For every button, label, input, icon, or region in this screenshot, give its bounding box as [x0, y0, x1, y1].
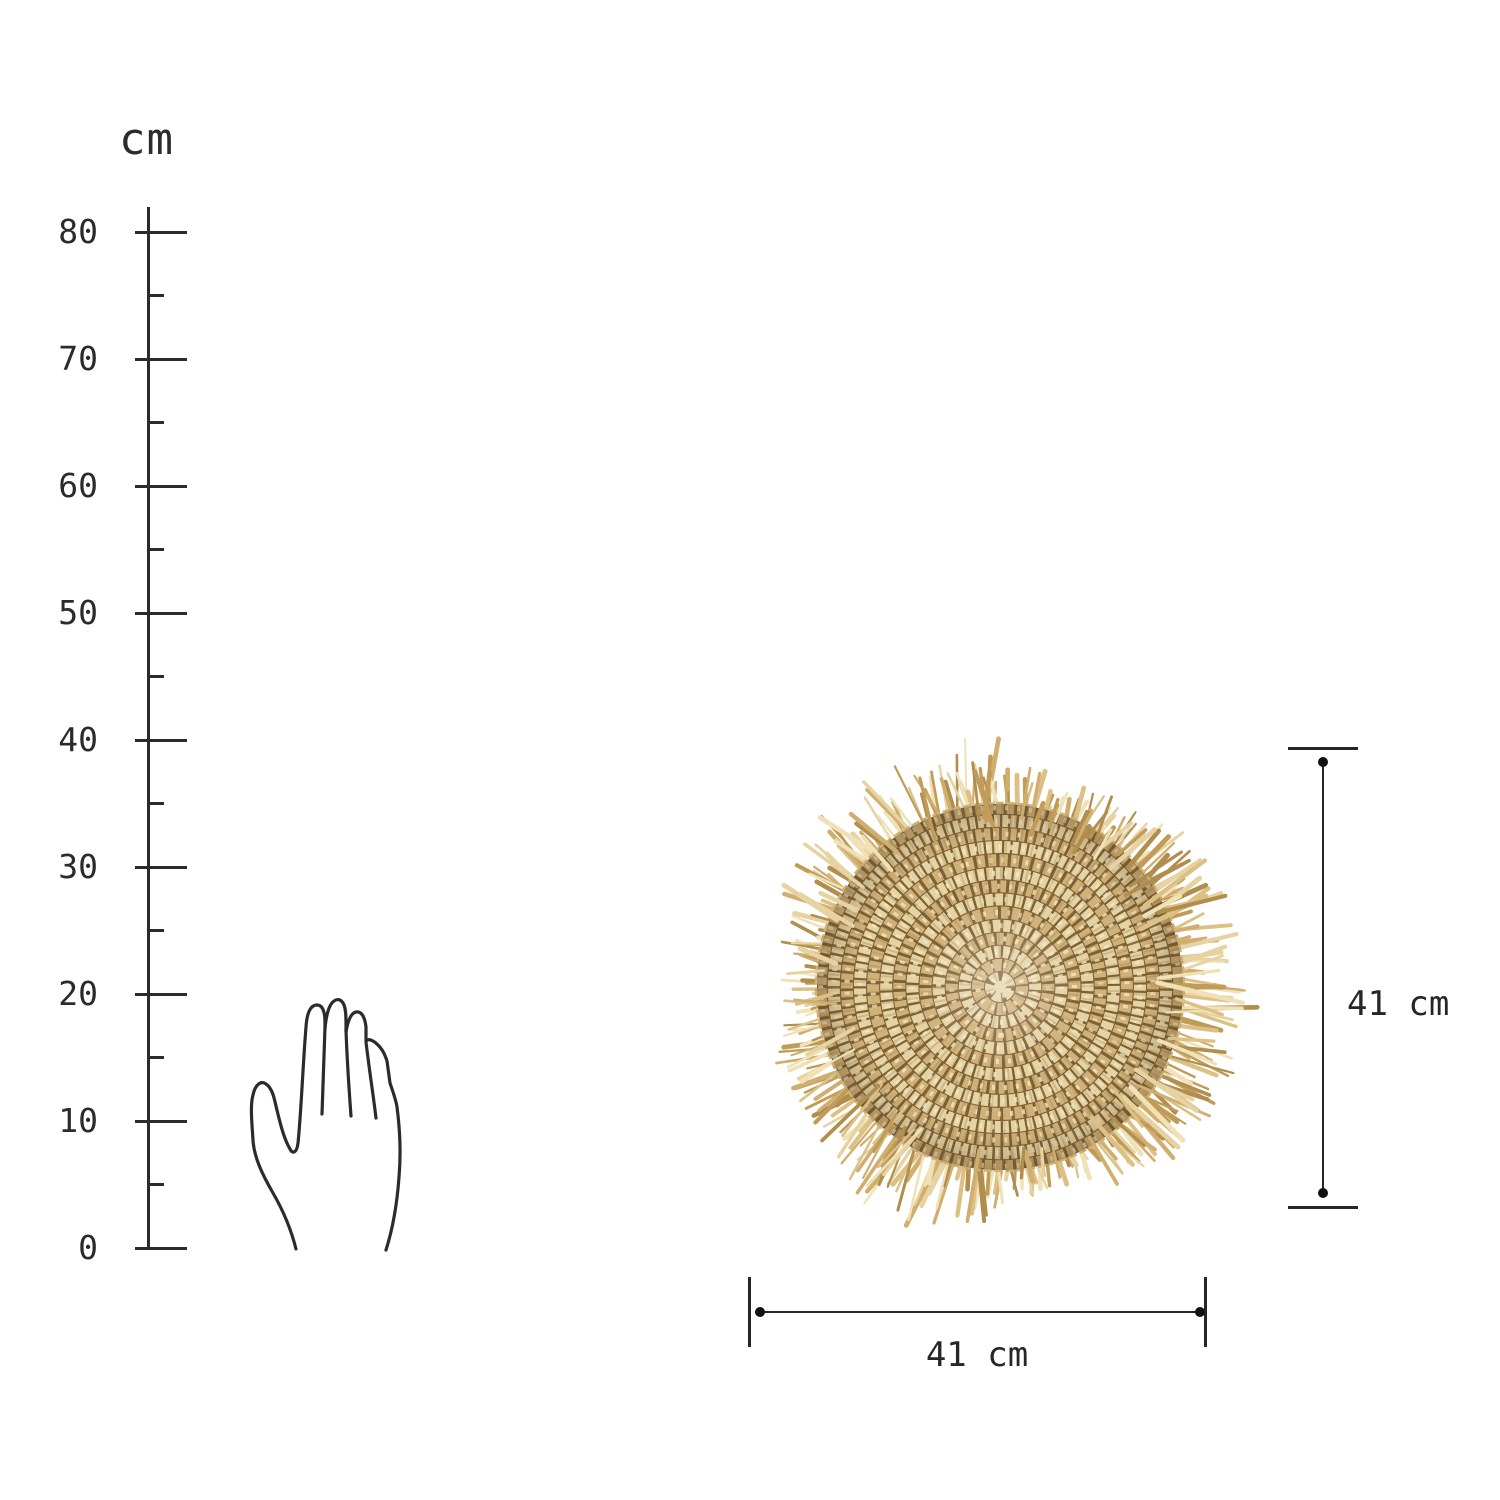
dimension-line-vertical — [1322, 762, 1324, 1193]
ruler-major-tick — [135, 484, 187, 488]
ruler-tick-label: 80 — [58, 212, 98, 252]
dimension-cap-right — [1204, 1277, 1207, 1347]
hand-outline-icon — [249, 998, 402, 1252]
width-dimension-label: 41 cm — [925, 1335, 1029, 1375]
ruler-unit-label: cm — [119, 114, 174, 165]
ruler-tick-label: 10 — [58, 1100, 98, 1140]
ruler-axis-line — [147, 207, 150, 1250]
dimension-endpoint-dot — [755, 1307, 765, 1317]
dimension-endpoint-dot — [1318, 1188, 1328, 1198]
ruler-minor-tick — [148, 1056, 164, 1060]
ruler-tick-label: 40 — [58, 720, 98, 760]
dimension-endpoint-dot — [1318, 757, 1328, 767]
ruler-minor-tick — [148, 1183, 164, 1187]
ruler-major-tick — [135, 230, 187, 234]
ruler-tick-label: 30 — [58, 846, 98, 886]
ruler-tick-label: 0 — [78, 1227, 98, 1267]
ruler-major-tick — [135, 357, 187, 361]
fringe-overlay-group — [781, 761, 1245, 1224]
placemat-graphic — [775, 736, 1260, 1228]
dimension-cap-bottom — [1288, 1206, 1358, 1209]
ruler-tick-label: 20 — [58, 973, 98, 1013]
ruler-major-tick — [135, 1246, 187, 1250]
dimension-cap-left — [748, 1277, 751, 1347]
ruler-major-tick — [135, 738, 187, 742]
height-dimension-label: 41 cm — [1347, 984, 1450, 1024]
ruler-minor-tick — [148, 294, 164, 298]
ruler-minor-tick — [148, 548, 164, 552]
finger-gap-line — [344, 1028, 353, 1118]
dimension-endpoint-dot — [1195, 1307, 1205, 1317]
ruler-major-tick — [135, 992, 187, 996]
dimension-cap-top — [1288, 747, 1358, 750]
dimension-line-horizontal — [760, 1311, 1200, 1313]
finger-gap-line — [364, 1040, 378, 1120]
ruler-tick-label: 50 — [58, 593, 98, 633]
placemat-product-image — [740, 727, 1260, 1247]
ruler-minor-tick — [148, 929, 164, 933]
ruler-tick-label: 60 — [58, 466, 98, 506]
finger-gap-line — [320, 1025, 327, 1116]
ruler-tick-label: 70 — [58, 339, 98, 379]
ruler-major-tick — [135, 611, 187, 615]
hand-silhouette — [249, 998, 402, 1252]
ruler-major-tick — [135, 1119, 187, 1123]
ruler-minor-tick — [148, 802, 164, 806]
ruler-minor-tick — [148, 675, 164, 679]
ruler-minor-tick — [148, 421, 164, 425]
ruler-major-tick — [135, 865, 187, 869]
